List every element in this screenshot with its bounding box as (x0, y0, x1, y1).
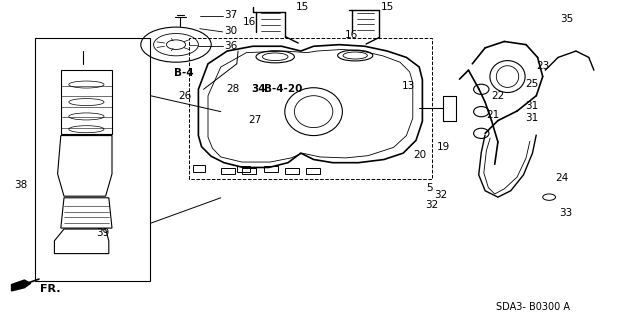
Text: 26: 26 (178, 91, 191, 101)
Text: 16: 16 (243, 17, 257, 27)
Text: 23: 23 (536, 61, 550, 71)
Bar (306, 168, 320, 174)
Text: 28: 28 (226, 84, 239, 94)
Text: SDA3- B0300 A: SDA3- B0300 A (496, 302, 570, 312)
Text: 24: 24 (556, 173, 569, 183)
Text: 35: 35 (560, 13, 573, 24)
Text: 32: 32 (426, 200, 439, 210)
Text: 36: 36 (224, 41, 237, 51)
Polygon shape (12, 280, 31, 291)
Bar (242, 168, 256, 174)
Text: 15: 15 (296, 2, 309, 12)
Text: 25: 25 (525, 78, 538, 89)
Text: 13: 13 (402, 81, 415, 91)
Text: 15: 15 (381, 2, 394, 12)
Text: 34: 34 (252, 84, 266, 94)
Text: 20: 20 (413, 150, 426, 160)
Bar (285, 168, 299, 174)
Text: 33: 33 (559, 208, 572, 218)
Text: 32: 32 (434, 189, 447, 200)
Text: 16: 16 (344, 30, 358, 40)
Text: 39: 39 (96, 228, 109, 238)
Text: FR.: FR. (40, 284, 60, 294)
Text: B-4: B-4 (174, 68, 194, 78)
Text: 5: 5 (426, 182, 433, 193)
Text: 31: 31 (525, 113, 538, 123)
Text: 21: 21 (486, 110, 500, 120)
Text: 31: 31 (525, 101, 538, 111)
Text: 22: 22 (492, 91, 505, 101)
Text: B-4-20: B-4-20 (264, 84, 303, 94)
Text: 19: 19 (436, 142, 450, 152)
Text: 38: 38 (14, 180, 28, 190)
Bar (237, 166, 250, 172)
Bar (264, 166, 278, 172)
Text: 30: 30 (224, 26, 237, 36)
Bar (193, 165, 205, 172)
Text: 27: 27 (248, 115, 262, 125)
Bar (221, 168, 235, 174)
Text: 37: 37 (224, 10, 237, 20)
